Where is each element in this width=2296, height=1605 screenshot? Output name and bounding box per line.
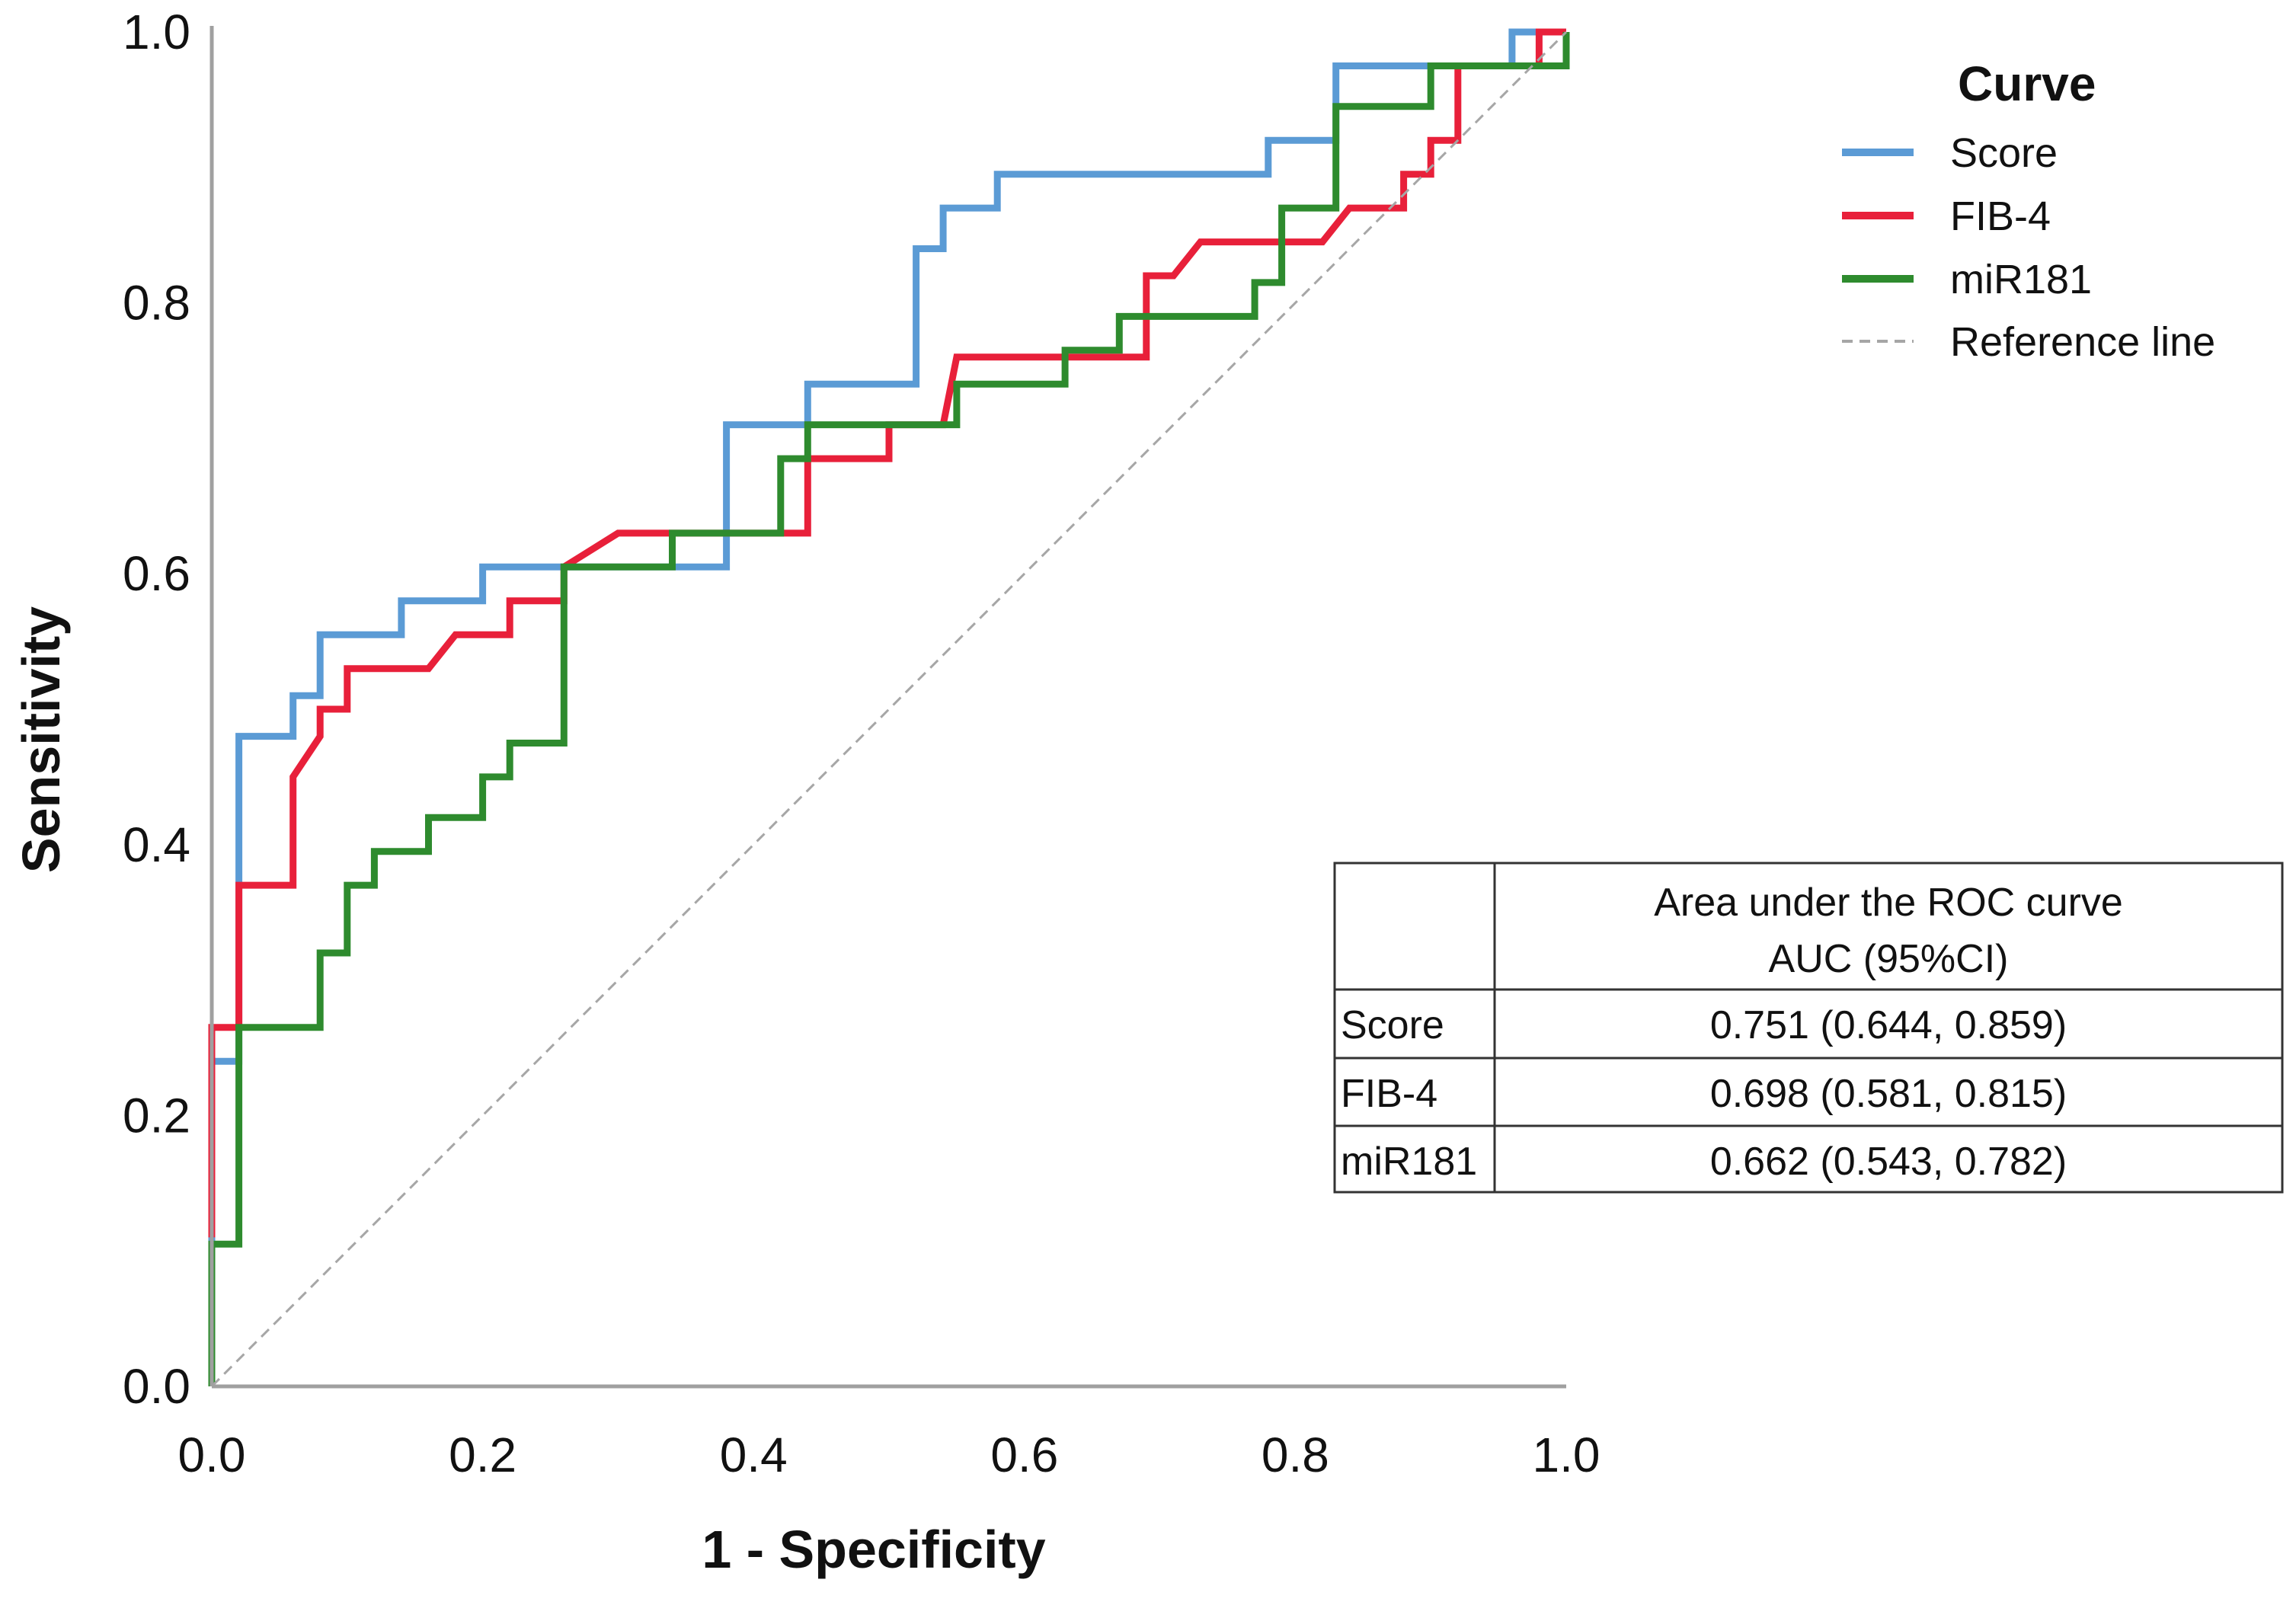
legend: Curve Score FIB-4 miR181 Reference line bbox=[1842, 56, 2215, 365]
x-tick-label: 1.0 bbox=[1533, 1428, 1600, 1482]
y-axis-title: Sensitivity bbox=[11, 606, 71, 873]
legend-label-reference-line: Reference line bbox=[1950, 319, 2215, 365]
series-line-score bbox=[208, 28, 1566, 1386]
auc-row-value: 0.662 (0.543, 0.782) bbox=[1710, 1140, 2067, 1184]
series-line-fib-4 bbox=[208, 28, 1566, 1238]
y-tick-label: 0.6 bbox=[123, 546, 190, 601]
auc-table-header: Area under the ROC curve bbox=[1654, 881, 2123, 925]
y-tick-label: 1.0 bbox=[123, 5, 190, 59]
y-tick-label: 0.8 bbox=[123, 276, 190, 331]
auc-table-border bbox=[1333, 862, 2284, 1194]
y-tick-label: 0.2 bbox=[123, 1088, 190, 1143]
legend-title: Curve bbox=[1958, 56, 2096, 111]
legend-label-mir181: miR181 bbox=[1950, 257, 2092, 302]
auc-row-label: miR181 bbox=[1341, 1140, 1477, 1184]
y-tick-label: 0.4 bbox=[123, 817, 190, 872]
axes: 0.0 0.2 0.4 0.6 0.8 1.0 0.0 0.2 0.4 0.6 0.8 1.0 1 - … bbox=[11, 5, 1600, 1579]
legend-label-fib-4: FIB-4 bbox=[1950, 193, 2051, 239]
x-axis-title: 1 - Specificity bbox=[702, 1520, 1045, 1579]
auc-table: Area under the ROC curve AUC (95%CI) Score… bbox=[1333, 862, 2284, 1194]
y-tick-label: 0.0 bbox=[123, 1359, 190, 1414]
legend-label-score: Score bbox=[1950, 130, 2058, 176]
auc-row-label: FIB-4 bbox=[1341, 1072, 1437, 1116]
x-tick-label: 0.2 bbox=[449, 1428, 516, 1482]
auc-row-value: 0.698 (0.581, 0.815) bbox=[1710, 1072, 2067, 1116]
auc-table-header: AUC (95%CI) bbox=[1769, 937, 2009, 981]
x-tick-label: 0.0 bbox=[178, 1428, 246, 1482]
x-tick-label: 0.6 bbox=[990, 1428, 1058, 1482]
series-line-reference-line bbox=[210, 30, 1568, 1388]
series-line-mir181 bbox=[208, 32, 1570, 1386]
auc-row-value: 0.751 (0.644, 0.859) bbox=[1710, 1003, 2067, 1047]
x-tick-label: 0.8 bbox=[1262, 1428, 1329, 1482]
x-tick-label: 0.4 bbox=[720, 1428, 788, 1482]
plot-area bbox=[208, 28, 1570, 1388]
auc-row-label: Score bbox=[1341, 1003, 1444, 1047]
